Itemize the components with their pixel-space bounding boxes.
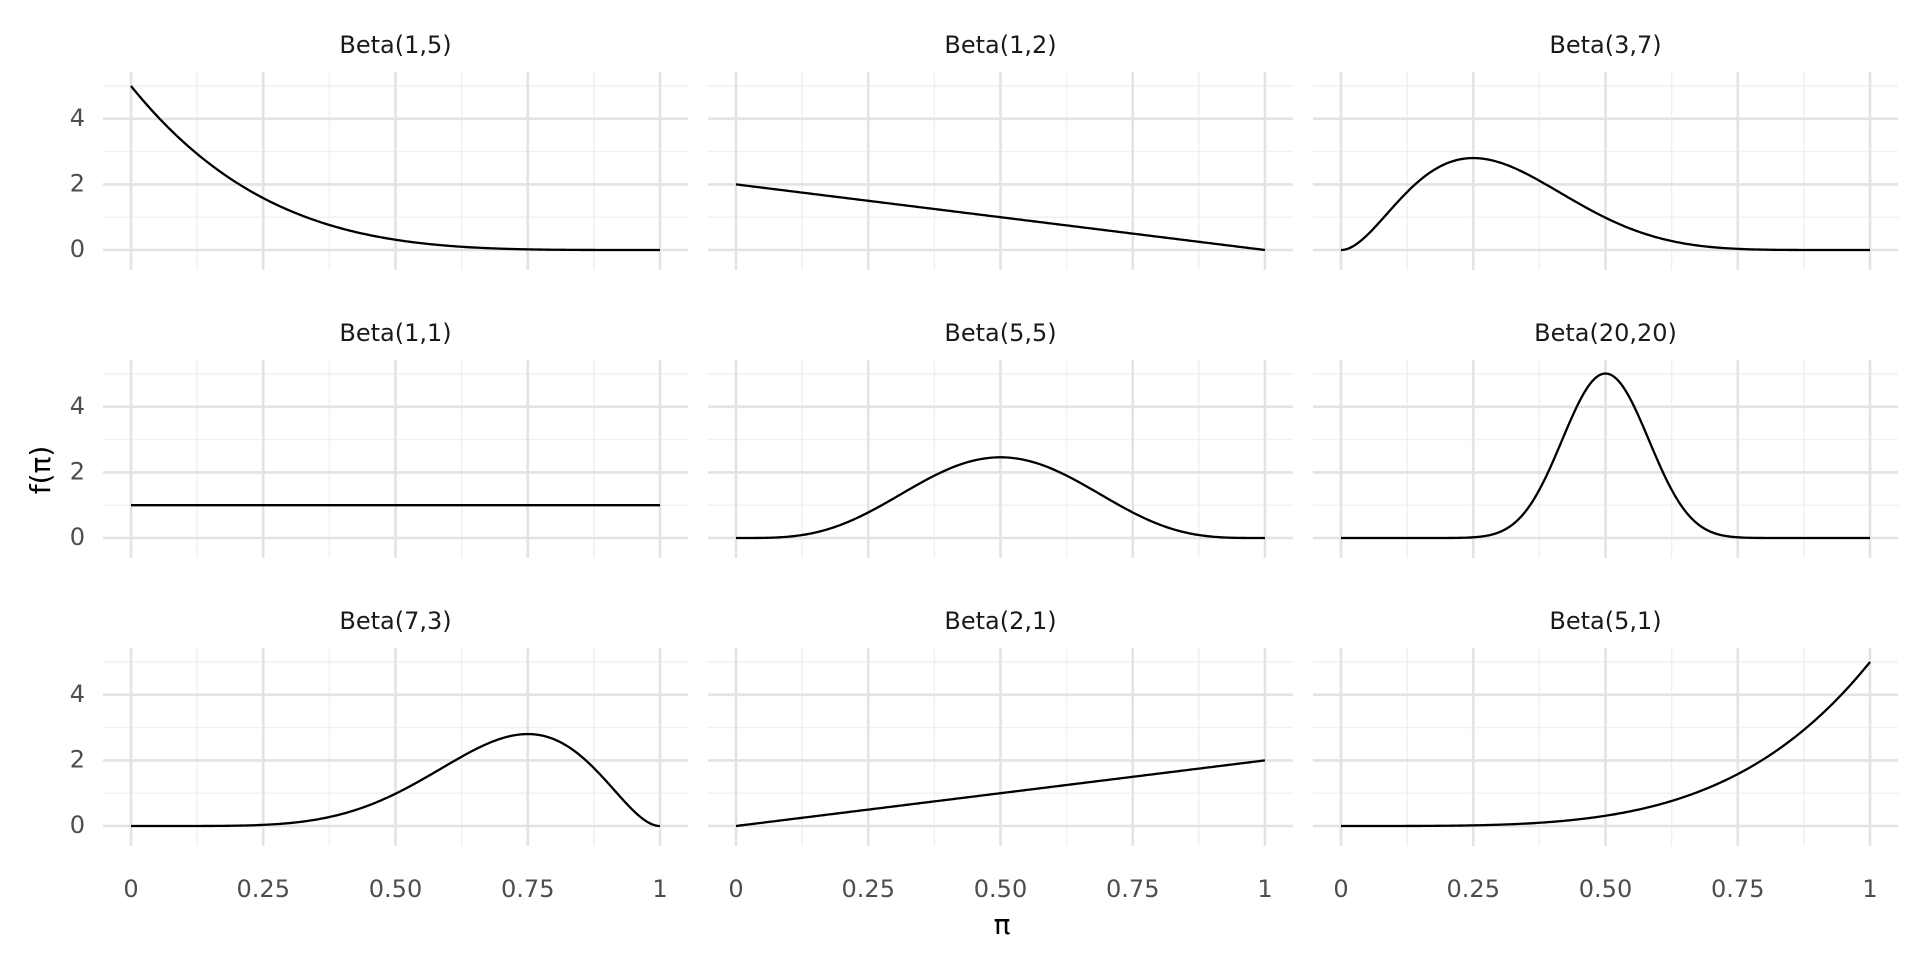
y-tick-label: 0 — [70, 811, 85, 839]
density-curve — [1341, 372, 1870, 540]
panel-title: Beta(1,2) — [944, 31, 1056, 59]
density-curve — [1341, 661, 1871, 828]
panel-title: Beta(1,5) — [339, 31, 451, 59]
x-axis-title: π — [994, 908, 1011, 941]
x-tick-label: 0.50 — [974, 875, 1027, 903]
panel-title: Beta(1,1) — [339, 319, 451, 347]
y-tick-label: 2 — [70, 169, 85, 197]
x-tick-label: 0.75 — [501, 875, 554, 903]
panel-title: Beta(5,1) — [1549, 607, 1661, 635]
facet-panel: Beta(1,2) — [708, 31, 1293, 270]
y-tick-label: 4 — [70, 680, 85, 708]
y-axis-title: f(π) — [24, 446, 57, 495]
x-tick-label: 1 — [1862, 875, 1877, 903]
facet-panel: Beta(3,7) — [1313, 31, 1898, 270]
panel-title: Beta(2,1) — [944, 607, 1056, 635]
facet-panel: Beta(5,1) 0 0.25 0.50 0.75 1 — [1313, 607, 1898, 903]
y-tick-label: 4 — [70, 104, 85, 132]
density-curve — [1340, 156, 1870, 252]
x-tick-label: 0.50 — [369, 875, 422, 903]
facet-panel: Beta(2,1) 0 0.25 0.50 0.75 1 — [708, 607, 1293, 903]
y-tick-label: 4 — [70, 392, 85, 420]
y-tick-label: 2 — [70, 457, 85, 485]
y-tick-label: 0 — [70, 523, 85, 551]
density-curve — [735, 759, 1266, 828]
x-tick-label: 0.25 — [237, 875, 290, 903]
facet-panel: Beta(1,1) 0 2 4 — [70, 319, 688, 558]
panel-title: Beta(5,5) — [944, 319, 1056, 347]
x-tick-label: 0 — [728, 875, 743, 903]
facet-panels: Beta(1,5) 0 2 4 Beta(1,2) Beta(3,7) Beta(1,1) 0… — [70, 31, 1898, 903]
x-tick-label: 0.75 — [1711, 875, 1764, 903]
y-tick-label: 2 — [70, 745, 85, 773]
facet-panel: Beta(1,5) 0 2 4 — [70, 31, 688, 270]
panel-title: Beta(7,3) — [339, 607, 451, 635]
facet-panel: Beta(7,3) 0 2 4 0 0.25 0.50 0.75 1 — [70, 607, 688, 903]
density-curve — [735, 183, 1266, 252]
facet-panel: Beta(5,5) — [708, 319, 1293, 558]
x-tick-label: 0.25 — [1447, 875, 1500, 903]
panel-title: Beta(20,20) — [1534, 319, 1677, 347]
x-tick-label: 1 — [652, 875, 667, 903]
y-tick-label: 0 — [70, 235, 85, 263]
facet-panel: Beta(20,20) — [1313, 319, 1898, 558]
density-curve — [736, 456, 1265, 540]
density-curve — [131, 732, 661, 828]
x-tick-label: 0 — [1333, 875, 1348, 903]
x-tick-label: 0.25 — [842, 875, 895, 903]
x-tick-label: 1 — [1257, 875, 1272, 903]
x-tick-label: 0.50 — [1579, 875, 1632, 903]
density-curve — [130, 85, 660, 252]
x-tick-label: 0 — [123, 875, 138, 903]
panel-title: Beta(3,7) — [1549, 31, 1661, 59]
x-tick-label: 0.75 — [1106, 875, 1159, 903]
